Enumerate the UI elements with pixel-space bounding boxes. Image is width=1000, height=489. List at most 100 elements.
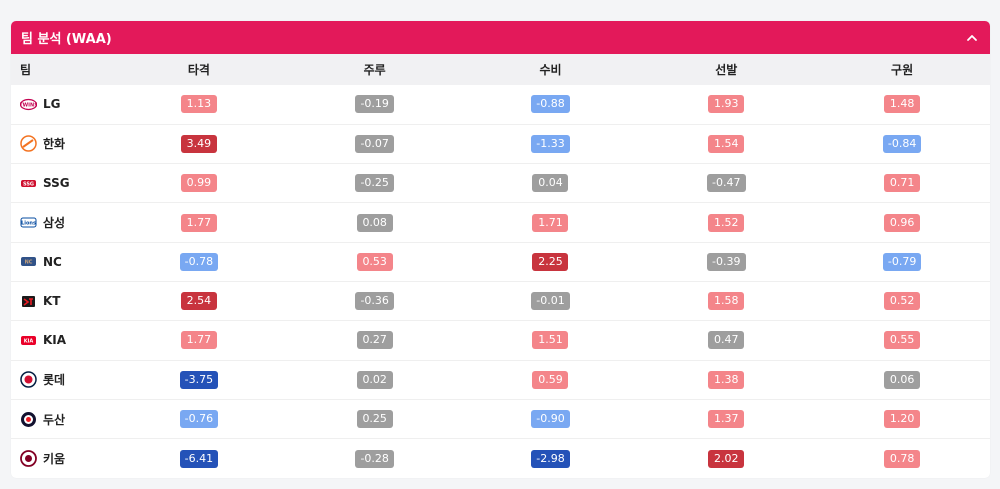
waa-value-badge: 1.48	[884, 95, 921, 114]
lotte-giants-logo	[20, 371, 37, 388]
cell-batting: 2.54	[111, 281, 287, 320]
cell-batting: -3.75	[111, 360, 287, 399]
team-name: LG	[43, 97, 61, 112]
waa-value-badge: 1.77	[180, 213, 217, 232]
team-name: KIA	[43, 333, 67, 348]
team-name: 한화	[43, 137, 66, 152]
cell-batting: 0.99	[111, 164, 287, 203]
kia-tigers-logo: KIA	[20, 332, 37, 349]
cell-relief-pitching: 0.55	[814, 321, 990, 360]
waa-value-badge: 1.58	[708, 292, 745, 311]
team-info: 키움	[20, 450, 111, 467]
waa-value-badge: 1.93	[708, 95, 745, 114]
cell-defense: 1.51	[463, 321, 639, 360]
header-starting-pitching[interactable]: 선발	[715, 63, 738, 77]
table-row[interactable]: 롯데 -3.75 0.02 0.59 1.38 0.06	[11, 360, 990, 400]
doosan-bears-logo	[20, 411, 37, 428]
waa-value-badge: -0.76	[179, 410, 219, 429]
panel-header[interactable]: 팀 분석 (WAA)	[11, 21, 990, 54]
waa-value-badge: 3.49	[180, 134, 217, 153]
cell-starting-pitching: 1.93	[638, 85, 814, 124]
cell-batting: 1.13	[111, 85, 287, 124]
cell-baserunning: -0.07	[287, 124, 463, 163]
cell-baserunning: 0.25	[287, 399, 463, 438]
table-row[interactable]: KIA KIA 1.77 0.27 1.51 0.47 0.55	[11, 321, 990, 361]
team-cell: 롯데	[11, 360, 111, 399]
cell-relief-pitching: 1.48	[814, 85, 990, 124]
waa-value-badge: -0.01	[531, 292, 570, 311]
team-cell: 두산	[11, 399, 111, 438]
waa-value-badge: 0.27	[356, 331, 393, 350]
waa-value-badge: -0.88	[531, 95, 570, 114]
cell-baserunning: 0.27	[287, 321, 463, 360]
cell-defense: 0.04	[463, 164, 639, 203]
svg-text:SSG: SSG	[23, 181, 34, 187]
team-name: 삼성	[43, 216, 66, 231]
header-defense[interactable]: 수비	[539, 63, 562, 77]
waa-value-badge: -0.07	[355, 134, 394, 153]
table-header-row: 팀 타격 주루 수비 선발 구원	[11, 54, 990, 85]
team-info: 롯데	[20, 371, 111, 388]
team-name: SSG	[43, 176, 70, 191]
team-cell: Lions 삼성	[11, 203, 111, 242]
waa-value-badge: 2.25	[532, 252, 569, 271]
nc-dinos-logo: NC	[20, 253, 37, 270]
table-row[interactable]: 키움 -6.41 -0.28 -2.98 2.02 0.78	[11, 439, 990, 478]
team-name: 두산	[43, 412, 66, 427]
header-baserunning[interactable]: 주루	[363, 63, 386, 77]
waa-value-badge: 1.54	[708, 134, 745, 153]
waa-value-badge: 1.13	[180, 95, 217, 114]
header-batting[interactable]: 타격	[187, 63, 210, 77]
kt-wiz-logo	[20, 293, 37, 310]
cell-defense: 2.25	[463, 242, 639, 281]
kiwoom-heroes-logo	[20, 450, 37, 467]
team-cell: SSG SSG	[11, 164, 111, 203]
header-relief-pitching[interactable]: 구원	[891, 63, 914, 77]
waa-value-badge: -0.90	[531, 410, 570, 429]
cell-starting-pitching: 0.47	[638, 321, 814, 360]
waa-value-badge: 1.52	[708, 213, 745, 232]
team-name: 키움	[43, 452, 66, 467]
waa-value-badge: 0.25	[356, 410, 393, 429]
table-row[interactable]: Lions 삼성 1.77 0.08 1.71 1.52 0.96	[11, 203, 990, 243]
waa-value-badge: 0.04	[532, 174, 569, 193]
waa-value-badge: 0.78	[884, 449, 921, 468]
waa-value-badge: 2.54	[180, 292, 217, 311]
table-row[interactable]: 한화 3.49 -0.07 -1.33 1.54 -0.84	[11, 124, 990, 164]
svg-text:TWINS: TWINS	[20, 102, 37, 108]
chevron-up-icon[interactable]	[964, 30, 980, 46]
cell-starting-pitching: 1.54	[638, 124, 814, 163]
waa-value-badge: -2.98	[531, 449, 570, 468]
cell-baserunning: -0.36	[287, 281, 463, 320]
svg-text:NC: NC	[25, 260, 33, 266]
waa-value-badge: 0.53	[356, 252, 393, 271]
team-info: 두산	[20, 411, 111, 428]
team-info: KT	[20, 293, 111, 310]
waa-value-badge: 0.59	[532, 370, 569, 389]
waa-value-badge: 0.55	[884, 331, 921, 350]
cell-defense: -1.33	[463, 124, 639, 163]
waa-value-badge: 2.02	[708, 449, 745, 468]
waa-value-badge: 0.47	[708, 331, 745, 350]
cell-relief-pitching: -0.79	[814, 242, 990, 281]
team-info: TWINS LG	[19, 96, 111, 113]
table-row[interactable]: NC NC -0.78 0.53 2.25 -0.39 -0.79	[11, 242, 990, 282]
waa-value-badge: 0.71	[884, 174, 921, 193]
table-row[interactable]: TWINS LG 1.13 -0.19 -0.88 1.93 1.48	[11, 85, 990, 125]
table-row[interactable]: SSG SSG 0.99 -0.25 0.04 -0.47 0.71	[11, 164, 990, 203]
table-row[interactable]: 두산 -0.76 0.25 -0.90 1.37 1.20	[11, 399, 990, 439]
table-row[interactable]: KT 2.54 -0.36 -0.01 1.58 0.52	[11, 281, 990, 321]
team-name: NC	[43, 254, 62, 269]
waa-value-badge: 0.08	[356, 213, 393, 232]
header-team[interactable]: 팀	[20, 63, 32, 77]
cell-relief-pitching: 0.96	[814, 203, 990, 242]
hanwha-eagles-logo	[20, 135, 37, 153]
team-info: 한화	[20, 135, 111, 153]
team-info: NC NC	[20, 253, 111, 270]
waa-value-badge: -0.25	[355, 174, 394, 193]
team-info: SSG SSG	[20, 175, 111, 192]
team-cell: TWINS LG	[11, 85, 111, 124]
waa-value-badge: 0.06	[884, 370, 921, 389]
waa-value-badge: 1.77	[180, 331, 217, 350]
cell-defense: 1.71	[463, 203, 639, 242]
